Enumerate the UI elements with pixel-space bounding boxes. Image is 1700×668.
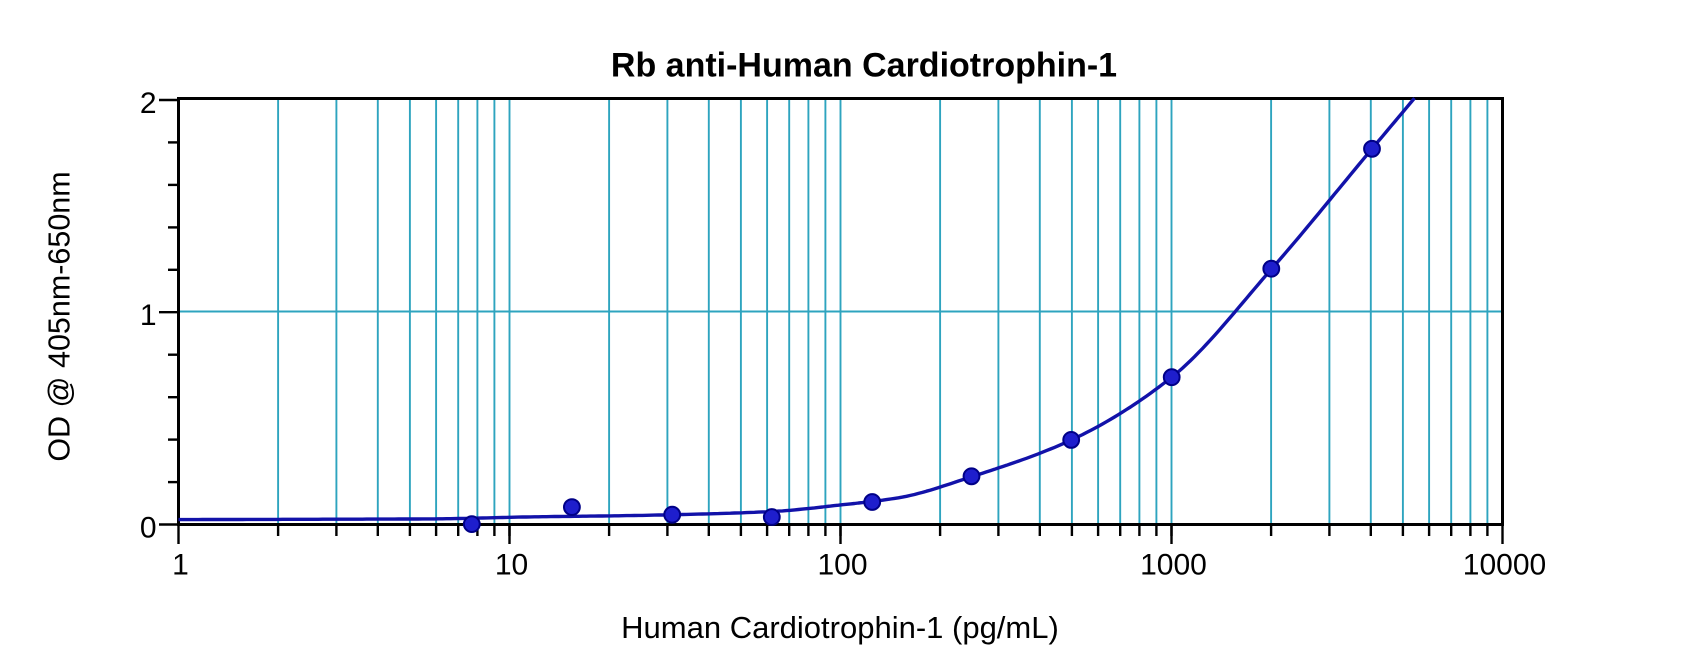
svg-text:10: 10	[495, 549, 528, 582]
svg-text:Rb anti-Human Cardiotrophin-1: Rb anti-Human Cardiotrophin-1	[611, 47, 1117, 85]
svg-text:OD @ 405nm-650nm: OD @ 405nm-650nm	[43, 171, 77, 461]
svg-text:2: 2	[140, 87, 157, 120]
svg-text:1: 1	[140, 299, 157, 332]
svg-text:1: 1	[172, 549, 189, 582]
svg-text:0: 0	[140, 511, 157, 544]
svg-text:10000: 10000	[1463, 549, 1546, 582]
svg-text:100: 100	[817, 549, 867, 582]
svg-text:1000: 1000	[1140, 549, 1207, 582]
svg-text:Human Cardiotrophin-1 (pg/mL): Human Cardiotrophin-1 (pg/mL)	[621, 610, 1059, 645]
